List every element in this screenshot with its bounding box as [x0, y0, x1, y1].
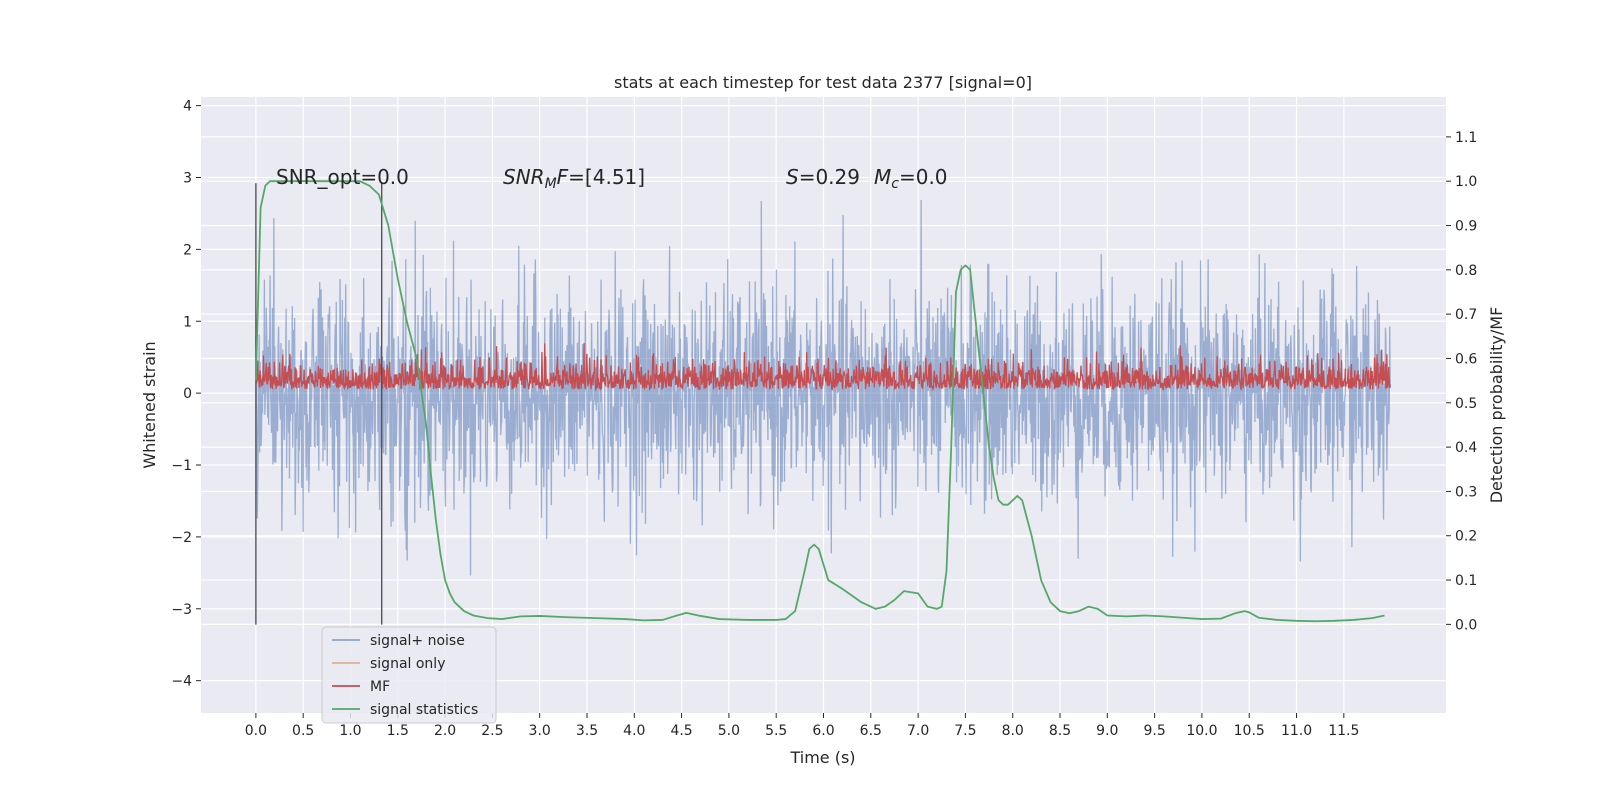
y-right-tick-label: 0.3 [1455, 484, 1477, 500]
legend-label-signal-statistics: signal statistics [370, 702, 478, 718]
x-tick-label: 3.5 [576, 723, 598, 739]
signal-noise-series [255, 199, 1391, 576]
snr-mf-rest: =[4.51] [568, 165, 645, 189]
x-tick-label: 0.5 [292, 723, 314, 739]
y-right-axis-ticks: 1.1 1.0 0.9 0.8 0.7 0.6 0.5 0.4 0.3 0.2 0.1 0.0 [1446, 130, 1477, 633]
legend-box [321, 626, 497, 724]
signal-statistics-line [254, 180, 1385, 623]
y-left-tick-label: 1 [183, 314, 192, 330]
y-right-tick-label: 0.6 [1455, 351, 1477, 367]
mc-rest: =0.0 [899, 165, 948, 189]
y-left-tick-label: 3 [183, 171, 192, 187]
legend-label-signal-noise: signal+ noise [370, 633, 465, 649]
x-tick-label: 7.0 [907, 723, 929, 739]
y-right-tick-label: 0.4 [1455, 440, 1477, 456]
x-tick-label: 8.0 [1002, 723, 1024, 739]
x-tick-label: 1.5 [387, 723, 409, 739]
x-tick-label: 2.0 [434, 723, 456, 739]
signal-statistics-series [254, 180, 1385, 623]
s-mc-annotation: S=0.29 Mc=0.0 [786, 165, 948, 192]
x-tick-label: 8.5 [1049, 723, 1071, 739]
x-tick-label: 0.0 [245, 723, 267, 739]
x-tick-label: 11.5 [1328, 723, 1359, 739]
mf-series [255, 343, 1391, 392]
snr-opt-annotation: SNR_opt=0.0 [276, 165, 409, 189]
mf-line [255, 343, 1391, 392]
x-tick-label: 9.5 [1143, 723, 1165, 739]
legend-label-mf: MF [370, 679, 390, 695]
mc-sub: c [891, 176, 899, 192]
y-left-axis-ticks: 4 3 2 1 0 −1 −2 −3 −4 [171, 99, 201, 690]
x-tick-label: 3.0 [529, 723, 551, 739]
y-left-tick-label: −4 [171, 674, 192, 690]
legend: signal+ noise signal only MF signal stat… [321, 626, 497, 724]
x-tick-label: 5.0 [718, 723, 740, 739]
signal-noise-line [255, 199, 1391, 576]
mc-var: M [874, 165, 891, 189]
snr-mf-annotation: SNRMF=[4.51] [503, 165, 645, 192]
y-right-tick-label: 0.1 [1455, 573, 1477, 589]
vertical-markers [255, 183, 383, 625]
snr-mf-sub: M [545, 176, 557, 192]
y-right-tick-label: 0.7 [1455, 307, 1477, 323]
y-left-tick-label: −1 [171, 458, 192, 474]
legend-label-signal-only: signal only [370, 656, 445, 672]
y-right-tick-label: 0.5 [1455, 396, 1477, 412]
x-axis-label: Time (s) [789, 748, 855, 767]
x-tick-label: 2.5 [481, 723, 503, 739]
x-tick-label: 1.0 [339, 723, 361, 739]
y-right-axis-label: Detection probability/MF [1487, 307, 1506, 504]
x-tick-label: 10.5 [1234, 723, 1265, 739]
y-left-tick-label: 4 [183, 99, 192, 115]
y-right-tick-label: 0.9 [1455, 219, 1477, 235]
y-right-tick-label: 1.1 [1455, 130, 1477, 146]
y-left-axis-label: Whitened strain [140, 341, 159, 468]
x-tick-label: 4.5 [670, 723, 692, 739]
x-axis-ticks: 0.0 0.5 1.0 1.5 2.0 2.5 3.0 3.5 4.0 4.5 5.0 5.5 6.0 6… [245, 713, 1359, 739]
x-tick-label: 9.0 [1096, 723, 1118, 739]
y-left-tick-label: −2 [171, 530, 192, 546]
s-rest: =0.29 [799, 165, 860, 189]
y-right-tick-label: 0.2 [1455, 529, 1477, 545]
s-var: S [786, 165, 799, 189]
snr-mf-main: SNR [503, 165, 545, 189]
x-tick-label: 6.0 [812, 723, 834, 739]
x-tick-label: 6.5 [860, 723, 882, 739]
x-tick-label: 11.0 [1281, 723, 1312, 739]
y-left-tick-label: 2 [183, 242, 192, 258]
y-left-tick-label: 0 [183, 386, 192, 402]
x-tick-label: 4.0 [623, 723, 645, 739]
y-right-tick-label: 0.8 [1455, 263, 1477, 279]
snr-mf-rest-italic: F [557, 165, 569, 189]
y-left-tick-label: −3 [171, 602, 192, 618]
x-tick-label: 5.5 [765, 723, 787, 739]
y-right-tick-label: 1.0 [1455, 174, 1477, 190]
chart-title: stats at each timestep for test data 237… [614, 73, 1032, 92]
x-tick-label: 10.0 [1186, 723, 1217, 739]
y-right-tick-label: 0.0 [1455, 617, 1477, 633]
x-tick-label: 7.5 [954, 723, 976, 739]
